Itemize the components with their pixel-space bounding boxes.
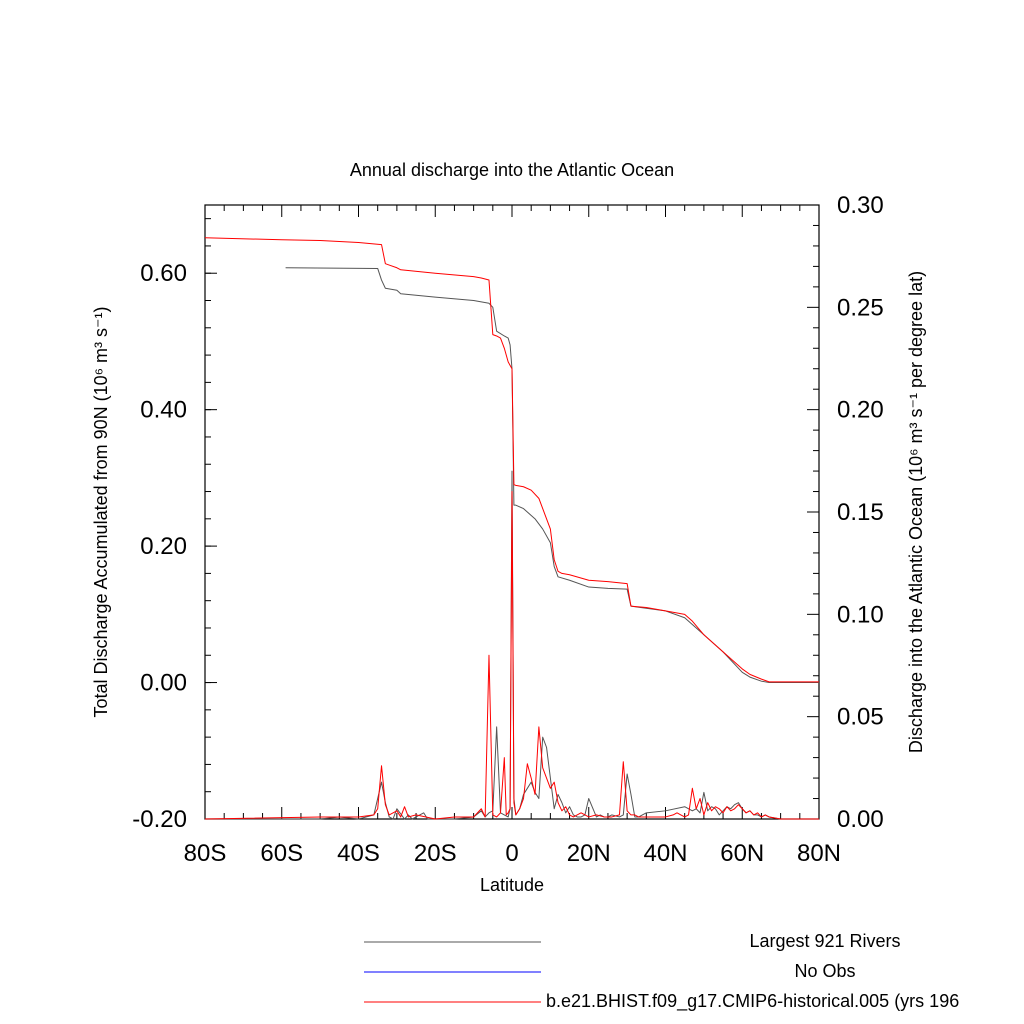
tick-labels: 80S 60S 40S 20S 0 20N 40N 60N 80N -0.20 0.00 0.20 0.… xyxy=(132,192,883,867)
x-axis-title: Latitude xyxy=(480,875,544,895)
x-tick-label: 0 xyxy=(505,840,518,867)
series-line-per-degree-b-e21-bhist-f09-g17-cmip6-hist xyxy=(204,491,819,820)
legend: Largest 921 Rivers No Obs b.e21.BHIST.f09_… xyxy=(364,931,959,1012)
x-tick-label: 40S xyxy=(337,840,380,867)
y-right-tick-label: 0.10 xyxy=(837,601,884,628)
y-right-tick-label: 0.20 xyxy=(837,397,884,424)
series-line-accumulated-b-e21-bhist-f09-g17-cmip6-hist xyxy=(204,237,819,683)
legend-label: b.e21.BHIST.f09_g17.CMIP6-historical.005… xyxy=(546,991,959,1012)
series-layer xyxy=(204,237,819,820)
y-right-tick-label: 0.30 xyxy=(837,192,884,219)
y-right-tick-label: 0.00 xyxy=(837,806,884,833)
chart-title: Annual discharge into the Atlantic Ocean xyxy=(350,160,674,180)
y-left-tick-label: 0.60 xyxy=(140,260,187,287)
x-tick-label: 60S xyxy=(260,840,303,867)
x-tick-label: 80N xyxy=(797,840,841,867)
y-right-tick-label: 0.25 xyxy=(837,294,884,321)
x-tick-label: 20N xyxy=(567,840,611,867)
y-right-tick-label: 0.15 xyxy=(837,499,884,526)
y-axis-title-right: Discharge into the Atlantic Ocean (10⁶ m… xyxy=(906,271,926,753)
y-left-tick-label: -0.20 xyxy=(132,806,187,833)
series-line-accumulated-largest-921-rivers xyxy=(285,267,819,684)
y-left-tick-label: 0.40 xyxy=(140,397,187,424)
x-tick-label: 20S xyxy=(414,840,457,867)
y-right-tick-label: 0.05 xyxy=(837,704,884,731)
y-left-tick-label: 0.00 xyxy=(140,670,187,697)
x-tick-label: 60N xyxy=(720,840,764,867)
x-tick-label: 80S xyxy=(184,840,227,867)
legend-label: Largest 921 Rivers xyxy=(749,931,900,951)
y-axis-title-left: Total Discharge Accumulated from 90N (10… xyxy=(91,306,111,717)
y-left-tick-label: 0.20 xyxy=(140,533,187,560)
legend-label: No Obs xyxy=(794,961,855,981)
ticks-layer xyxy=(204,204,820,820)
x-tick-label: 40N xyxy=(643,840,687,867)
